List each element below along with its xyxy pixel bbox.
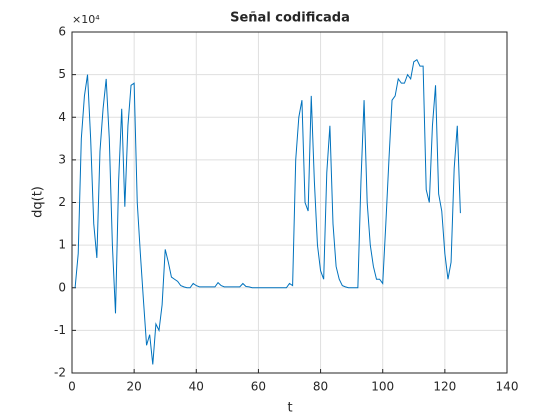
x-tick-label: 100	[371, 380, 394, 394]
x-tick-label: 0	[68, 380, 76, 394]
y-tick-label: 3	[58, 152, 66, 166]
x-tick-label: 120	[433, 380, 456, 394]
chart-title: Señal codificada	[230, 11, 350, 26]
y-tick-label: 6	[58, 25, 66, 39]
x-tick-label: 140	[496, 380, 519, 394]
x-tick-label: 60	[251, 380, 266, 394]
x-tick-label: 80	[313, 380, 328, 394]
data-line	[74, 58, 461, 365]
x-axis-label: t	[287, 401, 292, 416]
y-exponent: ×10⁴	[72, 13, 100, 26]
y-tick-label: 5	[58, 67, 66, 81]
y-tick-label: -1	[54, 323, 66, 337]
y-axis-label: dq(t)	[31, 186, 46, 218]
x-tick-label: 40	[189, 380, 204, 394]
axes-box	[71, 31, 508, 374]
x-tick-label: 20	[127, 380, 142, 394]
y-tick-label: 4	[58, 110, 66, 124]
y-tick-label: 0	[58, 280, 66, 294]
y-tick-label: 2	[58, 195, 66, 209]
y-tick-label: -2	[54, 366, 66, 380]
y-tick-label: 1	[58, 238, 66, 252]
